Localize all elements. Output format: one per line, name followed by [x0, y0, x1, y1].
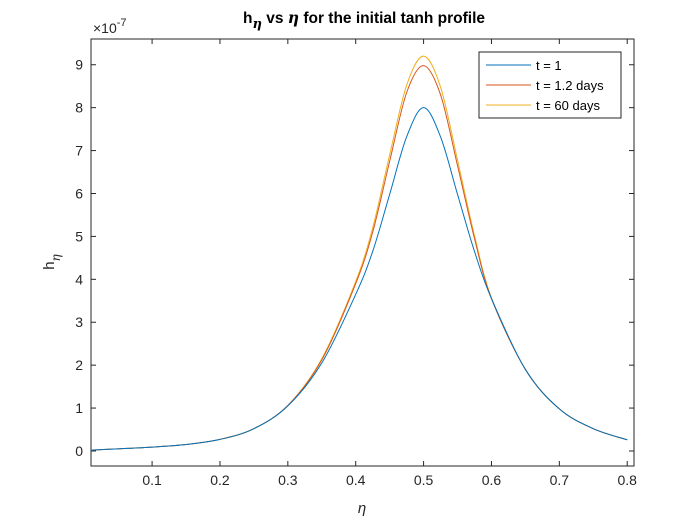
y-tick-label: 6 [75, 185, 83, 201]
y-exponent-label: ×10-7 [93, 17, 127, 36]
x-tick-label: 0.1 [142, 472, 162, 488]
y-tick-label: 7 [75, 143, 83, 159]
series-line-0 [90, 107, 628, 451]
legend-label-t60days: t = 60 days [536, 98, 600, 113]
ticks-layer: 0.1 0.2 0.3 0.4 0.5 0.6 0.7 0.8 0 1 2 3 4 5 6 7 8 9 [75, 39, 637, 488]
y-tick-label: 0 [75, 443, 83, 459]
x-tick-label: 0.6 [482, 472, 502, 488]
legend: t = 1 t = 1.2 days t = 60 days [478, 51, 622, 119]
x-axis-label: η [358, 500, 366, 517]
y-tick-label: 1 [75, 400, 83, 416]
x-tick-label: 0.3 [278, 472, 298, 488]
y-tick-label: 9 [75, 57, 83, 73]
x-tick-label: 0.8 [617, 472, 637, 488]
y-tick-label: 8 [75, 100, 83, 116]
x-tick-label: 0.5 [414, 472, 434, 488]
x-tick-label: 0.2 [210, 472, 230, 488]
y-tick-label: 5 [75, 228, 83, 244]
x-tick-label: 0.4 [346, 472, 366, 488]
chart-title: hη vs η for the initial tanh profile [243, 8, 485, 32]
y-tick-label: 3 [75, 314, 83, 330]
series-layer [90, 55, 628, 451]
y-tick-label: 4 [75, 271, 83, 287]
y-axis-label: hη [41, 253, 63, 269]
legend-label-t1-2days: t = 1.2 days [536, 78, 604, 93]
y-tick-label: 2 [75, 357, 83, 373]
legend-label-t1: t = 1 [536, 58, 562, 73]
x-tick-label: 0.7 [550, 472, 570, 488]
